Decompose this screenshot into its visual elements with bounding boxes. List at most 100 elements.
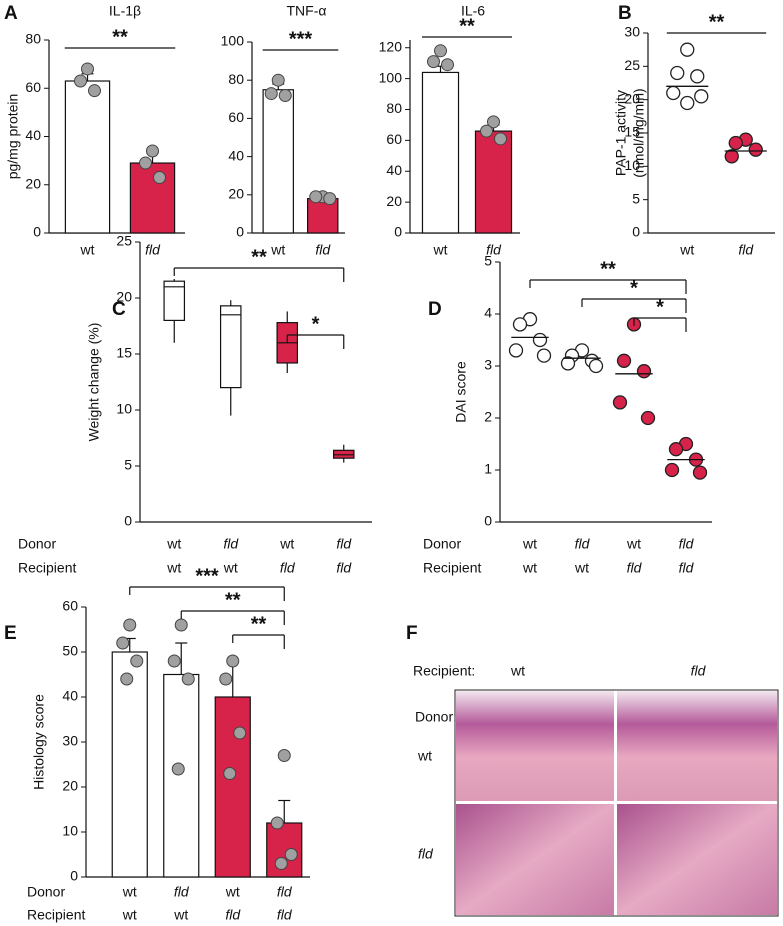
data-point (264, 87, 278, 101)
box (163, 280, 186, 322)
data-point (219, 672, 233, 686)
bar (163, 673, 200, 878)
y-tick-label: 5 (484, 253, 492, 269)
y-tick-label: 20 (62, 778, 78, 794)
x-tick-label: fld (277, 884, 293, 900)
data-point (536, 348, 552, 363)
data-point (434, 44, 447, 58)
bar (64, 80, 111, 234)
data-point (588, 358, 604, 374)
significance-label: * (656, 296, 664, 318)
recipient-name: fld (691, 663, 707, 679)
data-point (120, 672, 134, 686)
data-point (223, 767, 237, 780)
histology-image (456, 691, 614, 801)
x-tick-label: fld (225, 907, 241, 923)
data-point (494, 132, 507, 146)
data-point (271, 73, 285, 87)
data-point (532, 332, 548, 348)
x-tick-label: wt (223, 560, 238, 576)
box (219, 305, 242, 389)
y-tick-label: 10 (116, 401, 132, 417)
data-point (233, 726, 247, 740)
x-tick-label: wt (626, 536, 641, 552)
data-point (748, 142, 763, 157)
panel-letter: E (4, 623, 17, 644)
y-tick-label: 0 (632, 224, 640, 240)
x-tick-label: fld (336, 560, 352, 576)
y-tick-label: 20 (624, 90, 640, 106)
data-point (441, 58, 454, 72)
data-point (274, 857, 288, 870)
y-tick-label: 60 (228, 109, 244, 125)
y-tick-label: 50 (62, 643, 78, 659)
y-tick-label: 30 (624, 24, 640, 40)
y-tick-label: 5 (632, 190, 640, 206)
y-tick-label: 4 (484, 305, 492, 321)
data-point (680, 42, 695, 57)
y-tick-label: 3 (484, 357, 492, 373)
data-point (74, 74, 87, 88)
y-tick-label: 0 (33, 224, 41, 240)
y-tick-label: 5 (124, 457, 132, 473)
panel-letter: B (618, 3, 632, 24)
data-point (123, 618, 137, 632)
data-point (724, 149, 739, 164)
data-point (508, 343, 524, 358)
data-point (153, 171, 166, 185)
data-point (174, 618, 188, 632)
x-tick-label: wt (679, 242, 694, 258)
data-point (171, 762, 185, 776)
panel-letter: C (112, 299, 126, 320)
y-tick-label: 40 (25, 127, 41, 143)
y-tick-label: 80 (228, 71, 244, 87)
significance-label: ** (251, 613, 267, 635)
data-point (167, 654, 181, 668)
panel-letter: F (406, 623, 418, 644)
x-tick-label: fld (679, 560, 695, 576)
x-tick-label: wt (122, 907, 137, 923)
data-point (278, 88, 292, 102)
bar (474, 130, 513, 234)
y-tick-label: 0 (70, 868, 78, 884)
y-tick-label: 20 (386, 193, 402, 209)
y-tick-label: 40 (62, 688, 78, 704)
x-tick-label: fld (174, 884, 190, 900)
y-tick-label: 0 (394, 224, 402, 240)
y-tick-label: 80 (25, 31, 41, 47)
data-point (664, 462, 680, 478)
significance-label: ** (600, 258, 616, 280)
data-point (130, 654, 144, 668)
x-tick-label: wt (166, 560, 181, 576)
x-tick-label: fld (280, 560, 296, 576)
data-point (640, 410, 656, 426)
histology-image (617, 804, 777, 915)
y-tick-label: 20 (116, 289, 132, 305)
y-tick-label: 60 (62, 598, 78, 614)
y-tick-label: 20 (228, 186, 244, 202)
x-tick-label: wt (574, 560, 589, 576)
data-point (139, 156, 152, 170)
bar (307, 198, 339, 234)
recipient-name: wt (510, 663, 525, 679)
y-tick-label: 2 (484, 409, 492, 425)
y-tick-label: 0 (124, 513, 132, 529)
y-tick-label: 0 (484, 513, 492, 529)
data-point (728, 135, 743, 151)
x-tick-label: wt (522, 560, 537, 576)
y-axis-label: pg/mg protein (5, 94, 21, 180)
y-tick-label: 60 (25, 79, 41, 95)
data-point (636, 364, 652, 379)
y-tick-label: 40 (386, 162, 402, 178)
data-point (480, 124, 493, 138)
x-tick-label: wt (80, 242, 95, 258)
y-tick-label: 1 (484, 461, 492, 477)
data-point (616, 353, 632, 368)
x-tick-label: wt (122, 884, 137, 900)
bar (421, 71, 460, 234)
y-tick-label: 100 (379, 69, 403, 85)
significance-label: * (312, 313, 320, 335)
histology-image (456, 804, 614, 915)
donor-label: Donor: (415, 709, 457, 725)
